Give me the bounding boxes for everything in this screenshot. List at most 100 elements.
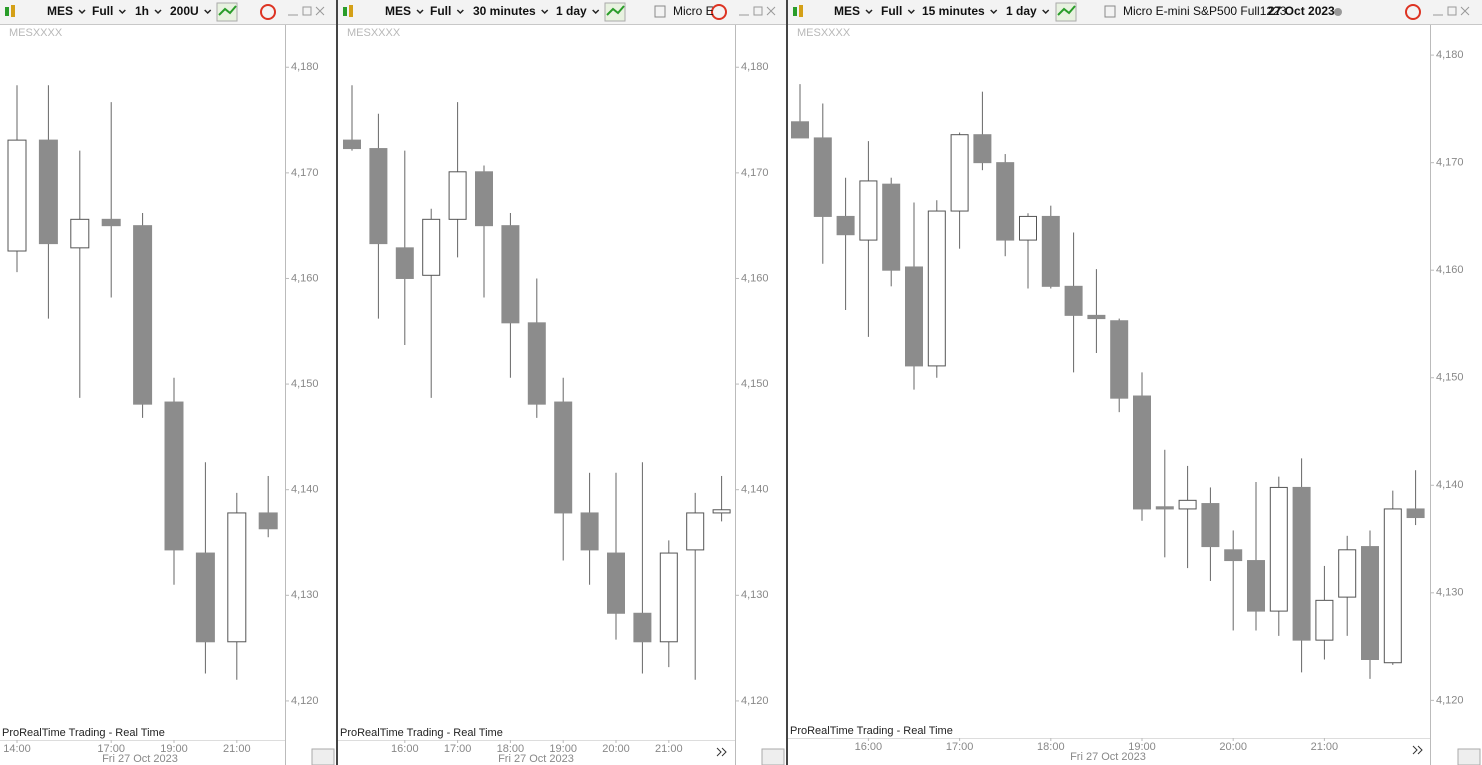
- candle-body: [1224, 549, 1243, 562]
- candle-body: [1155, 506, 1174, 510]
- toolbar-range[interactable]: 1 day: [1006, 4, 1037, 18]
- candle-body: [369, 148, 388, 245]
- candle-body: [258, 512, 278, 530]
- toolbar-range[interactable]: 1 day: [556, 4, 587, 18]
- candle-body: [343, 139, 361, 150]
- watermark: MESXXXX: [347, 27, 401, 39]
- y-tick-label: 4,120: [291, 695, 319, 707]
- toolbar-timeframe[interactable]: 30 minutes: [473, 4, 536, 18]
- x-tick-label: 16:00: [855, 741, 883, 753]
- toolbar-symbol[interactable]: MES: [385, 4, 411, 18]
- dropdown-arrow[interactable]: [456, 9, 464, 15]
- toolbar-style[interactable]: Full: [430, 4, 451, 18]
- candle-body: [633, 612, 652, 643]
- x-tick-label: 17:00: [97, 743, 125, 755]
- x-tick-label: 17:00: [444, 743, 472, 755]
- y-tick-label: 4,170: [1436, 157, 1464, 169]
- candle-body: [1292, 486, 1311, 641]
- y-tick-label: 4,150: [291, 378, 319, 390]
- dropdown-arrow[interactable]: [118, 9, 126, 15]
- y-tick-label: 4,130: [1436, 587, 1464, 599]
- candle-body: [501, 225, 520, 324]
- x-tick-label: 21:00: [1311, 741, 1339, 753]
- x-tick-label: 17:00: [946, 741, 974, 753]
- candle-body: [882, 183, 901, 271]
- toolbar-timeframe[interactable]: 1h: [135, 4, 149, 18]
- candle-body: [1269, 486, 1288, 612]
- dropdown-arrow[interactable]: [990, 9, 998, 15]
- y-tick-label: 4,180: [291, 61, 319, 73]
- toolbar-style[interactable]: Full: [881, 4, 902, 18]
- dropdown-arrow[interactable]: [907, 9, 915, 15]
- x-tick-label: 21:00: [223, 743, 251, 755]
- candle-body: [836, 215, 855, 236]
- toolbar-symbol[interactable]: MES: [834, 4, 860, 18]
- candle-body: [927, 210, 946, 367]
- x-tick-label: 19:00: [160, 743, 188, 755]
- dropdown-arrow[interactable]: [541, 9, 549, 15]
- candle-body: [580, 512, 599, 551]
- dropdown-arrow[interactable]: [78, 9, 86, 15]
- y-tick-label: 4,130: [741, 589, 769, 601]
- candle-body: [712, 509, 731, 514]
- candle-body: [101, 218, 121, 227]
- toolbar-instrument: Micro E-mini S&P500 Full1223: [1123, 4, 1287, 18]
- dropdown-arrow[interactable]: [204, 9, 212, 15]
- date-label: Fri 27 Oct 2023: [1070, 751, 1146, 763]
- y-tick-label: 4,120: [741, 695, 769, 707]
- candle-body: [1133, 395, 1151, 510]
- y-tick-label: 4,120: [1436, 694, 1464, 706]
- y-tick-label: 4,150: [1436, 372, 1464, 384]
- dropdown-arrow[interactable]: [154, 9, 162, 15]
- x-tick-label: 20:00: [602, 743, 630, 755]
- candle-body: [996, 162, 1015, 241]
- candle-body: [164, 401, 184, 551]
- panel-divider: [786, 0, 788, 765]
- candle-body: [813, 137, 832, 217]
- candle-body: [1383, 508, 1402, 664]
- date-label: Fri 27 Oct 2023: [102, 753, 178, 765]
- candle-body: [70, 218, 90, 249]
- candle-body: [554, 401, 573, 514]
- x-tick-label: 19:00: [1128, 741, 1156, 753]
- x-tick-label: 20:00: [1219, 741, 1247, 753]
- candle-body: [1361, 546, 1379, 660]
- footer-label: ProRealTime Trading - Real Time: [340, 727, 503, 739]
- candle-body: [1110, 320, 1129, 399]
- candle-body: [1338, 549, 1357, 598]
- footer-label: ProRealTime Trading - Real Time: [2, 727, 165, 739]
- candle-body: [133, 225, 153, 405]
- toolbar-style[interactable]: Full: [92, 4, 113, 18]
- toolbar-instrument: Micro E: [673, 4, 714, 18]
- candle-body: [227, 512, 247, 643]
- dropdown-arrow[interactable]: [416, 9, 424, 15]
- y-tick-label: 4,170: [741, 167, 769, 179]
- candle-body: [1201, 503, 1220, 548]
- candle-body: [195, 552, 215, 643]
- y-tick-label: 4,140: [741, 484, 769, 496]
- watermark: MESXXXX: [797, 27, 851, 39]
- toolbar-symbol[interactable]: MES: [47, 4, 73, 18]
- candle-body: [422, 218, 441, 276]
- dropdown-arrow[interactable]: [865, 9, 873, 15]
- candle-body: [1087, 314, 1106, 320]
- candle-body: [1041, 215, 1060, 287]
- y-tick-label: 4,140: [1436, 479, 1464, 491]
- toolbar-icons[interactable]: [5, 2, 1481, 765]
- candle-body: [1064, 285, 1083, 316]
- dropdown-arrow[interactable]: [592, 9, 600, 15]
- x-tick-label: 14:00: [3, 743, 31, 755]
- dropdown-arrow[interactable]: [1042, 9, 1050, 15]
- candle-body: [905, 266, 923, 367]
- candle-body: [859, 180, 878, 241]
- toolbar-units[interactable]: 200U: [170, 4, 199, 18]
- y-tick-label: 4,140: [291, 484, 319, 496]
- candle-body: [686, 512, 705, 551]
- x-tick-label: 18:00: [497, 743, 525, 755]
- x-tick-label: 16:00: [391, 743, 419, 755]
- toolbar-timeframe[interactable]: 15 minutes: [922, 4, 985, 18]
- y-tick-label: 4,150: [741, 378, 769, 390]
